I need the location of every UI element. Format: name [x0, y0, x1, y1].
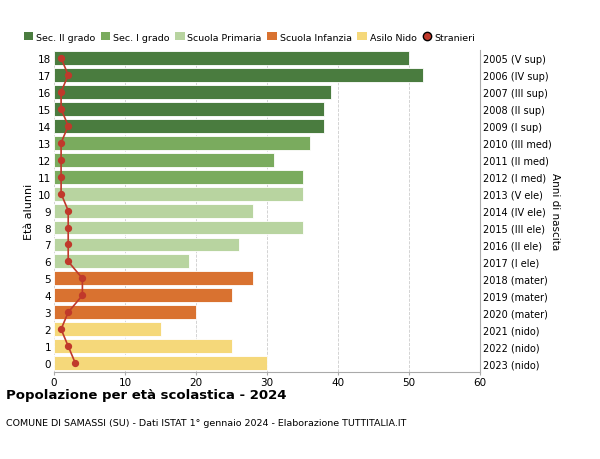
Bar [54, 52, 409, 66]
Point [64, 309, 73, 316]
Point [56, 89, 66, 96]
Point [71, 360, 80, 367]
Point [56, 140, 66, 147]
Point [64, 343, 73, 350]
Bar [54, 86, 331, 100]
Bar [54, 137, 310, 151]
Bar [54, 323, 161, 336]
Point [56, 326, 66, 333]
Point [56, 174, 66, 181]
Bar [54, 170, 302, 184]
Text: Popolazione per età scolastica - 2024: Popolazione per età scolastica - 2024 [6, 388, 287, 401]
Bar [54, 306, 196, 319]
Point [56, 157, 66, 164]
Bar [54, 356, 267, 370]
Bar [54, 221, 302, 235]
Y-axis label: Anni di nascita: Anni di nascita [550, 173, 560, 250]
Point [64, 207, 73, 215]
Point [77, 292, 87, 299]
Point [64, 224, 73, 232]
Point [64, 258, 73, 266]
Bar [54, 204, 253, 218]
Bar [54, 289, 232, 302]
Legend: Sec. II grado, Sec. I grado, Scuola Primaria, Scuola Infanzia, Asilo Nido, Stran: Sec. II grado, Sec. I grado, Scuola Prim… [23, 34, 475, 43]
Text: COMUNE DI SAMASSI (SU) - Dati ISTAT 1° gennaio 2024 - Elaborazione TUTTITALIA.IT: COMUNE DI SAMASSI (SU) - Dati ISTAT 1° g… [6, 418, 406, 427]
Point [64, 72, 73, 79]
Bar [54, 187, 302, 201]
Bar [54, 103, 324, 117]
Bar [54, 272, 253, 285]
Y-axis label: Età alunni: Età alunni [24, 183, 34, 239]
Bar [54, 238, 239, 252]
Point [56, 106, 66, 113]
Point [64, 123, 73, 130]
Point [64, 241, 73, 249]
Bar [54, 255, 189, 269]
Point [56, 55, 66, 62]
Bar [54, 69, 423, 83]
Point [56, 190, 66, 198]
Bar [54, 120, 324, 134]
Point [77, 275, 87, 282]
Bar [54, 153, 274, 168]
Bar [54, 340, 232, 353]
